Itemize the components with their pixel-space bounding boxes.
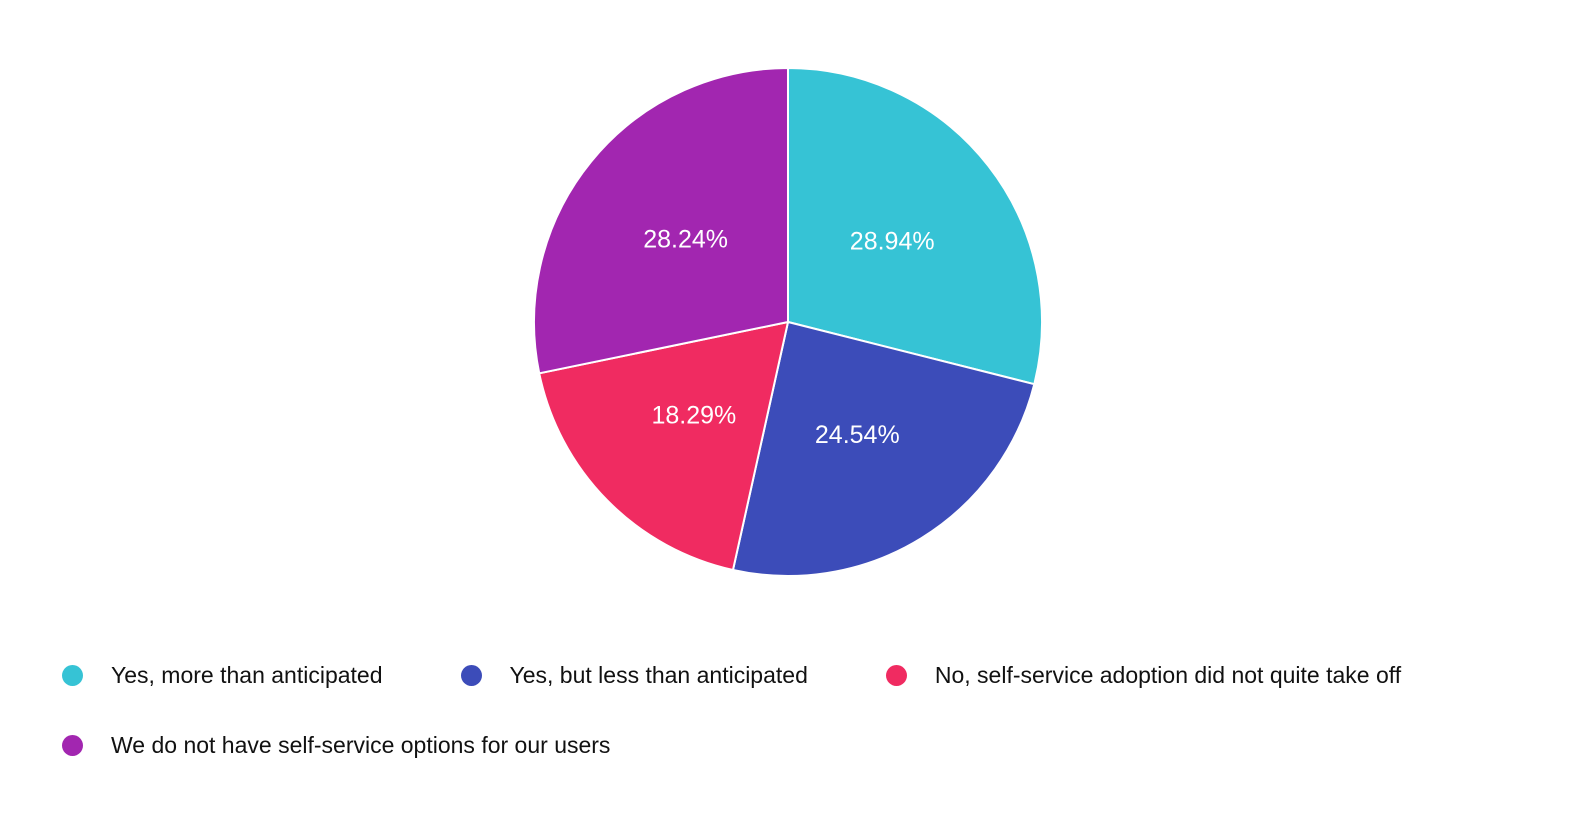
pie-slice-2[interactable] bbox=[538, 321, 789, 571]
pie-slice-1[interactable] bbox=[731, 321, 1036, 577]
legend-dot-icon bbox=[62, 734, 83, 756]
pie-slice-value-label-3: 28.24% bbox=[643, 225, 728, 253]
pie-slice-3[interactable] bbox=[533, 67, 789, 375]
legend-label: Yes, more than anticipated bbox=[111, 662, 383, 688]
legend-dot-icon bbox=[460, 664, 482, 686]
legend-item-1[interactable]: Yes, but less than anticipated bbox=[460, 660, 808, 690]
chart-area: 28.94% 24.54% 18.29% 28.24% bbox=[533, 67, 1043, 577]
pie-slice-0[interactable] bbox=[787, 67, 1043, 386]
legend-label: Yes, but less than anticipated bbox=[509, 662, 808, 688]
legend-dot-icon bbox=[885, 664, 907, 686]
pie-slice-value-label-1: 24.54% bbox=[815, 421, 900, 449]
legend-item-2[interactable]: No, self-service adoption did not quite … bbox=[885, 660, 1402, 690]
legend-label: We do not have self-service options for … bbox=[111, 732, 611, 758]
legend-dot-icon bbox=[62, 664, 83, 686]
pie-slice-value-label-2: 18.29% bbox=[652, 401, 737, 429]
chart-legend: Yes, more than anticipated Yes, but less … bbox=[62, 660, 1542, 760]
legend-item-3[interactable]: We do not have self-service options for … bbox=[62, 730, 610, 760]
pie-slice-value-label-0: 28.94% bbox=[850, 228, 935, 256]
legend-label: No, self-service adoption did not quite … bbox=[934, 662, 1402, 688]
legend-item-0[interactable]: Yes, more than anticipated bbox=[62, 660, 383, 690]
pie-svg: 28.94% 24.54% 18.29% 28.24% bbox=[533, 67, 1043, 577]
